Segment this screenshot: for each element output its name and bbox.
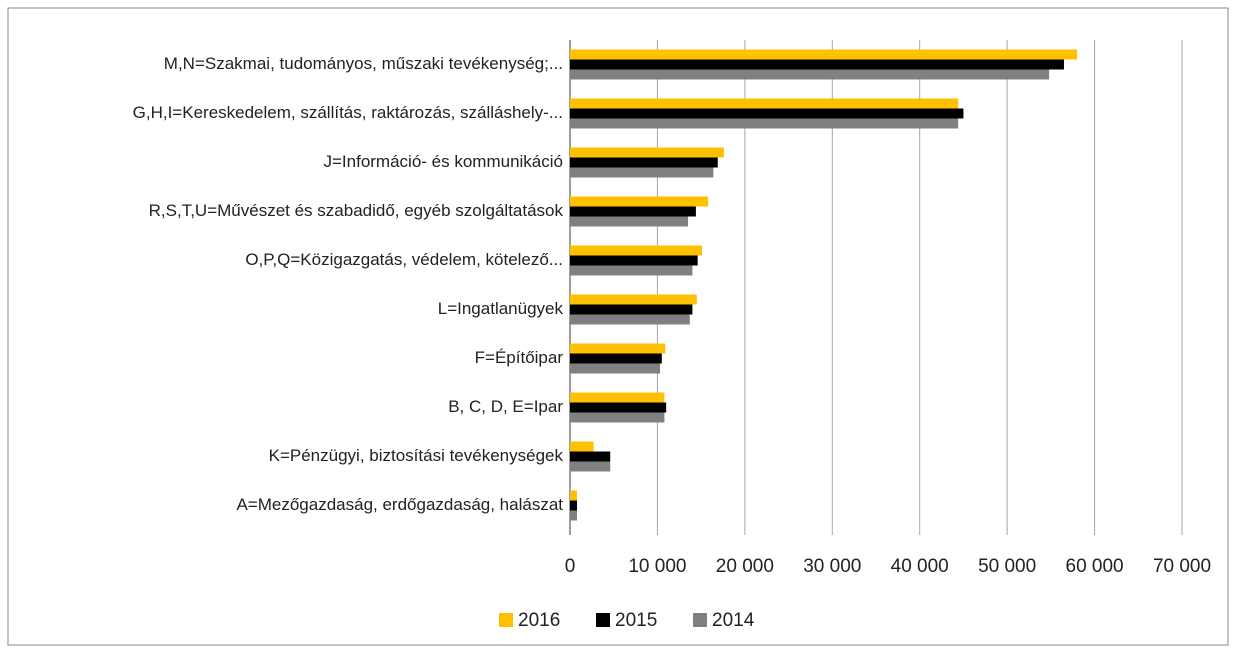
bar: [570, 265, 693, 276]
bar: [570, 255, 698, 266]
bar: [570, 353, 662, 364]
bar: [570, 118, 959, 129]
category-label: B, C, D, E=Ipar: [448, 397, 563, 416]
legend-label: 2016: [518, 610, 560, 631]
bar: [570, 392, 665, 403]
legend-swatch: [693, 613, 707, 627]
category-label: K=Pénzügyi, biztosítási tevékenységek: [269, 446, 564, 465]
bar: [570, 157, 718, 168]
x-tick-label: 30 000: [803, 556, 861, 577]
bar: [570, 69, 1050, 80]
bar: [570, 108, 964, 119]
x-tick-label: 20 000: [716, 556, 774, 577]
bar: [570, 402, 667, 413]
category-label: L=Ingatlanügyek: [438, 299, 564, 318]
bar: [570, 461, 611, 472]
bar: [570, 412, 665, 423]
x-tick-label: 70 000: [1153, 556, 1211, 577]
bar: [570, 167, 714, 178]
bar: [570, 49, 1078, 60]
x-tick-label: 40 000: [891, 556, 949, 577]
bar: [570, 363, 661, 374]
bar: [570, 294, 697, 305]
bar: [570, 98, 959, 109]
bar: [570, 314, 690, 325]
category-label: M,N=Szakmai, tudományos, műszaki tevéken…: [164, 54, 563, 73]
bar: [570, 490, 577, 501]
category-label: O,P,Q=Közigazgatás, védelem, kötelező...: [245, 250, 563, 269]
category-label: J=Információ- és kommunikáció: [323, 152, 563, 171]
legend-swatch: [596, 613, 610, 627]
x-tick-label: 50 000: [978, 556, 1036, 577]
x-tick-label: 10 000: [628, 556, 686, 577]
x-tick-label: 60 000: [1066, 556, 1124, 577]
legend-label: 2015: [615, 610, 657, 631]
category-label: R,S,T,U=Művészet és szabadidő, egyéb szo…: [149, 201, 564, 220]
bar: [570, 216, 689, 227]
bar: [570, 451, 611, 462]
category-label: F=Építőipar: [475, 348, 564, 367]
x-tick-label: 0: [565, 556, 576, 577]
bar: [570, 441, 594, 452]
legend-label: 2014: [712, 610, 755, 631]
bar: [570, 510, 577, 521]
bar: [570, 206, 696, 217]
category-label: G,H,I=Kereskedelem, szállítás, raktározá…: [133, 103, 563, 122]
bar: [570, 147, 724, 158]
category-label: A=Mezőgazdaság, erdőgazdaság, halászat: [236, 495, 563, 514]
bar: [570, 196, 709, 207]
bar: [570, 343, 666, 354]
bar: [570, 245, 703, 256]
bar: [570, 500, 577, 511]
bar: [570, 59, 1064, 70]
legend-swatch: [499, 613, 513, 627]
bar: [570, 304, 693, 315]
